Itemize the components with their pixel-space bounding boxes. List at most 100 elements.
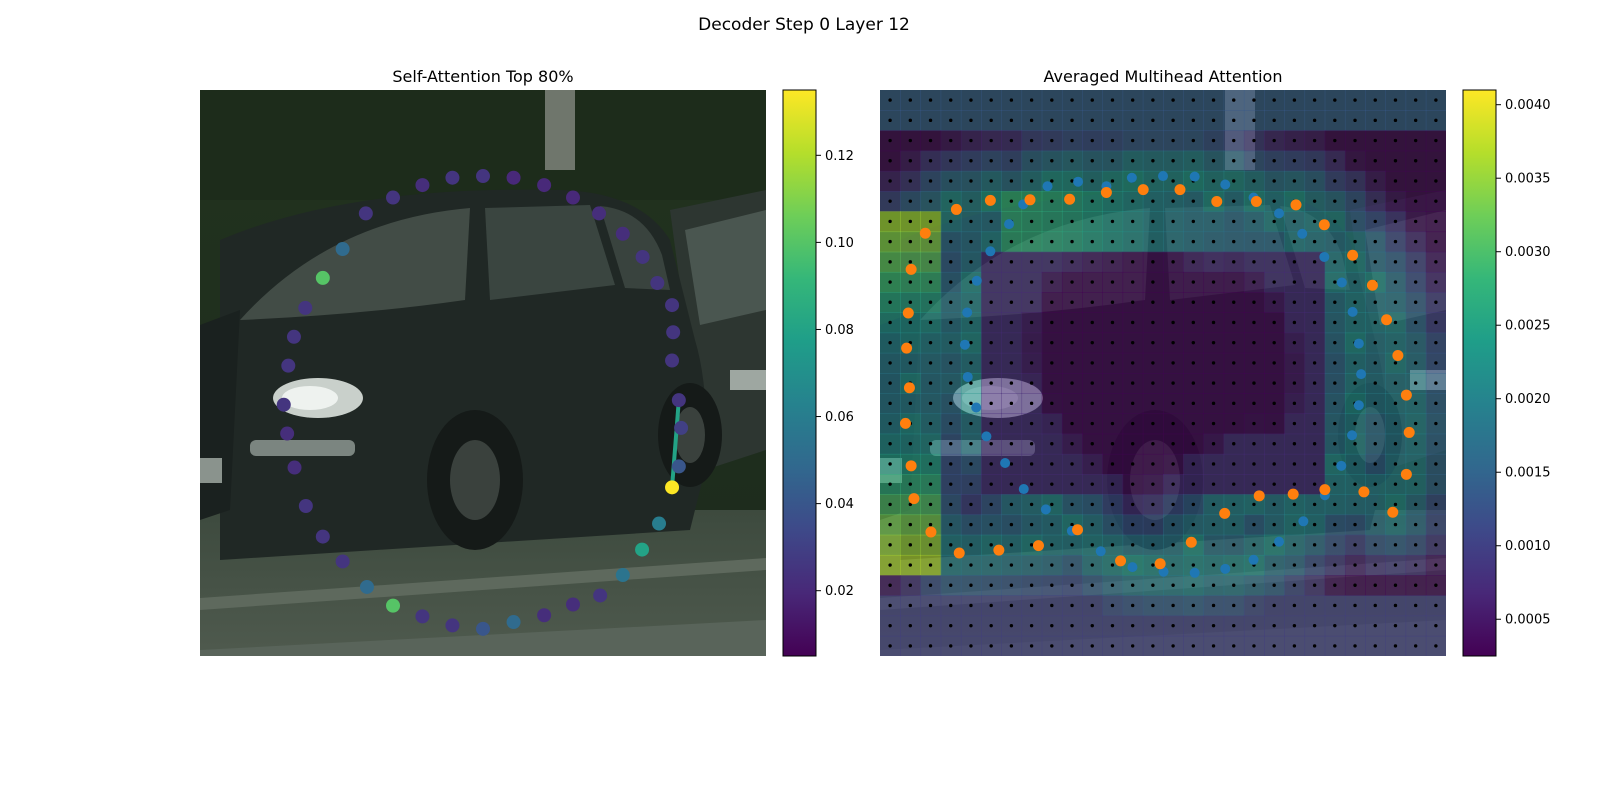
grid-dot xyxy=(1434,199,1438,203)
grid-dot xyxy=(1191,583,1196,587)
grid-dot xyxy=(908,502,913,507)
grid-dot xyxy=(1171,583,1175,587)
pred-point xyxy=(1400,468,1412,480)
grid-dot xyxy=(1373,239,1377,244)
attention-point xyxy=(298,300,313,315)
grid-dot xyxy=(1191,138,1196,143)
grid-dot xyxy=(1333,603,1337,608)
grid-dot xyxy=(1090,199,1094,203)
grid-dot xyxy=(1130,219,1135,224)
grid-dot xyxy=(888,543,892,547)
grid-dot xyxy=(1090,644,1094,648)
grid-dot xyxy=(1272,644,1276,648)
grid-dot xyxy=(1312,522,1317,527)
grid-dot xyxy=(1009,280,1014,284)
grid-dot xyxy=(969,644,973,648)
grid-dot xyxy=(1029,543,1034,547)
grid-dot xyxy=(1029,239,1034,244)
grid-dot xyxy=(1333,199,1337,203)
grid-dot xyxy=(1373,442,1377,446)
gt-point xyxy=(1274,208,1285,219)
gt-point xyxy=(962,307,973,318)
grid-dot xyxy=(1090,563,1094,567)
grid-dot xyxy=(1393,644,1398,648)
grid-dot xyxy=(969,543,973,547)
grid-dot xyxy=(1393,179,1398,183)
grid-dot xyxy=(1070,280,1074,284)
grid-dot xyxy=(1373,320,1377,325)
grid-dot xyxy=(1110,300,1115,304)
grid-dot xyxy=(1110,118,1115,123)
grid-dot xyxy=(1009,401,1014,406)
grid-dot xyxy=(1029,138,1034,143)
grid-dot xyxy=(1151,644,1155,648)
grid-dot xyxy=(928,138,933,143)
grid-dot xyxy=(969,583,973,587)
grid-dot xyxy=(1272,381,1276,385)
grid-dot xyxy=(1252,118,1256,123)
grid-dot xyxy=(1151,199,1155,203)
grid-dot xyxy=(1292,340,1297,345)
pred-point xyxy=(1403,426,1415,438)
grid-dot xyxy=(1252,381,1256,385)
grid-dot xyxy=(989,421,993,426)
grid-dot xyxy=(1009,239,1014,244)
grid-dot xyxy=(1292,421,1297,426)
grid-dot xyxy=(1373,260,1377,264)
grid-dot xyxy=(1393,320,1398,325)
grid-dot xyxy=(1353,260,1357,264)
grid-dot xyxy=(1312,623,1317,628)
grid-dot xyxy=(1434,381,1438,385)
grid-dot xyxy=(1130,421,1135,426)
grid-dot xyxy=(1151,563,1155,567)
grid-dot xyxy=(1232,442,1236,446)
grid-dot xyxy=(888,563,892,567)
grid-dot xyxy=(928,401,933,406)
grid-dot xyxy=(1252,159,1256,163)
grid-dot xyxy=(1232,381,1236,385)
grid-dot xyxy=(1050,583,1054,587)
grid-dot xyxy=(1070,583,1074,587)
grid-dot xyxy=(1373,159,1377,163)
grid-dot xyxy=(1191,340,1196,345)
attention-point xyxy=(335,242,350,257)
grid-dot xyxy=(1090,482,1094,486)
grid-dot xyxy=(989,118,993,123)
grid-dot xyxy=(1070,361,1074,365)
grid-dot xyxy=(1130,199,1135,203)
grid-dot xyxy=(1029,98,1034,102)
grid-dot xyxy=(1070,502,1074,507)
grid-dot xyxy=(1252,361,1256,365)
grid-dot xyxy=(1333,462,1337,466)
grid-dot xyxy=(1413,563,1418,567)
grid-dot xyxy=(1393,563,1398,567)
grid-dot xyxy=(1353,482,1357,486)
grid-dot xyxy=(1050,239,1054,244)
grid-dot xyxy=(1009,300,1014,304)
grid-dot xyxy=(888,159,892,163)
grid-dot xyxy=(1110,421,1115,426)
grid-dot xyxy=(1211,118,1216,123)
attention-point xyxy=(635,249,650,264)
grid-dot xyxy=(1130,138,1135,143)
grid-dot xyxy=(989,219,993,224)
grid-dot xyxy=(1333,361,1337,365)
grid-dot xyxy=(1191,320,1196,325)
grid-dot xyxy=(1130,361,1135,365)
grid-dot xyxy=(1050,219,1054,224)
grid-dot xyxy=(928,381,933,385)
pred-point xyxy=(1115,555,1127,567)
grid-dot xyxy=(1151,239,1155,244)
grid-dot xyxy=(1191,159,1196,163)
grid-dot xyxy=(1070,522,1074,527)
grid-dot xyxy=(1050,623,1054,628)
grid-dot xyxy=(1070,644,1074,648)
grid-dot xyxy=(1312,260,1317,264)
grid-dot xyxy=(1171,118,1175,123)
grid-dot xyxy=(1029,603,1034,608)
attention-point xyxy=(537,608,552,623)
grid-dot xyxy=(1171,462,1175,466)
grid-dot xyxy=(1050,462,1054,466)
grid-dot xyxy=(1333,239,1337,244)
